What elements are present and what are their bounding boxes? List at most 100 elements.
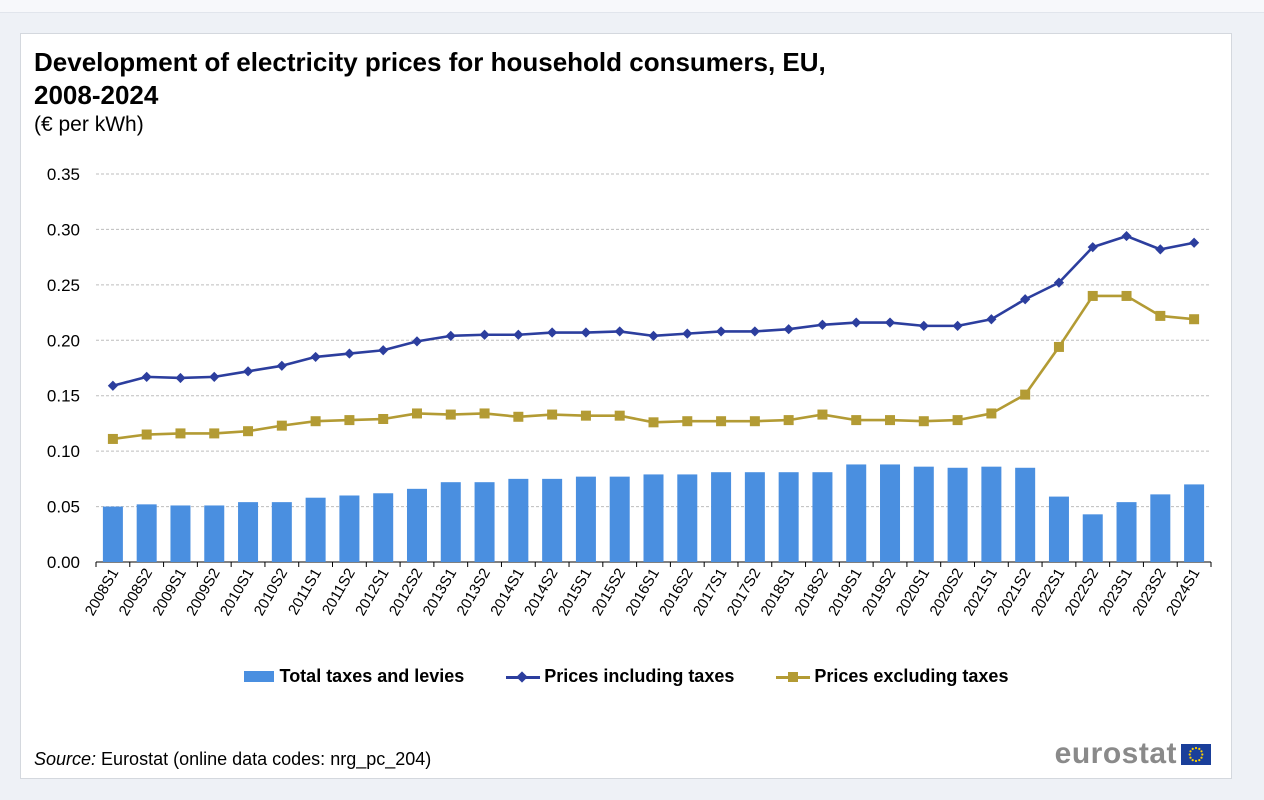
series-excl-point bbox=[276, 420, 287, 431]
series-incl-point bbox=[1155, 244, 1166, 255]
bar-taxes bbox=[508, 478, 529, 562]
bar-taxes bbox=[204, 505, 225, 562]
chart-unit: (€ per kWh) bbox=[34, 113, 144, 136]
chart-card: Development of electricity prices for ho… bbox=[20, 33, 1232, 779]
bar-taxes bbox=[373, 493, 394, 562]
bar-taxes bbox=[846, 464, 867, 562]
legend-label-taxes: Total taxes and levies bbox=[279, 666, 465, 686]
eurostat-logo: eurostat bbox=[1055, 737, 1211, 771]
bar-taxes bbox=[542, 478, 563, 562]
bar-taxes bbox=[609, 476, 630, 562]
series-incl-point bbox=[1189, 237, 1200, 248]
series-incl-point bbox=[378, 345, 389, 356]
bar-taxes bbox=[440, 482, 461, 562]
series-incl-point bbox=[175, 372, 186, 384]
bar-taxes bbox=[643, 474, 664, 562]
chart-legend: Total taxes and levies Prices including … bbox=[21, 666, 1231, 687]
series-excl-point bbox=[513, 411, 524, 422]
bar-taxes bbox=[1015, 467, 1036, 562]
series-incl-point bbox=[513, 329, 524, 340]
series-incl-point bbox=[749, 326, 760, 337]
series-excl-point bbox=[411, 408, 422, 419]
series-incl-point bbox=[276, 360, 287, 371]
series-incl-point bbox=[918, 320, 929, 331]
series-excl-point bbox=[378, 413, 389, 424]
chart-title-line2: 2008-2024 bbox=[34, 80, 159, 110]
series-incl-point bbox=[580, 327, 592, 338]
series-excl-point bbox=[547, 409, 558, 420]
eu-flag-icon bbox=[1181, 743, 1211, 765]
bar-taxes bbox=[744, 472, 765, 562]
series-excl-point bbox=[749, 416, 760, 427]
bar-taxes bbox=[880, 464, 901, 562]
series-incl-point bbox=[479, 329, 490, 340]
bar-taxes bbox=[170, 505, 191, 562]
legend-item-excl: Prices excluding taxes bbox=[776, 666, 1008, 687]
bar-taxes bbox=[1116, 502, 1137, 562]
source-text: Eurostat (online data codes: nrg_pc_204) bbox=[96, 749, 432, 769]
series-incl-point bbox=[851, 317, 862, 328]
bar-taxes bbox=[1048, 496, 1069, 562]
browser-top-strip bbox=[0, 0, 1264, 13]
bar-taxes bbox=[102, 506, 123, 562]
series-incl-point bbox=[107, 380, 118, 391]
series-incl-point bbox=[445, 330, 456, 341]
legend-label-excl: Prices excluding taxes bbox=[814, 666, 1009, 686]
y-tick-label: 0.20 bbox=[47, 331, 80, 350]
series-incl-point bbox=[411, 336, 423, 347]
source-note: Source: Eurostat (online data codes: nrg… bbox=[34, 749, 431, 770]
bar-taxes bbox=[1150, 494, 1171, 562]
series-excl-point bbox=[1053, 341, 1064, 352]
legend-swatch-bar bbox=[243, 671, 274, 682]
series-incl-point bbox=[715, 326, 727, 337]
series-excl-point bbox=[209, 428, 220, 439]
series-incl-point bbox=[986, 314, 997, 325]
y-tick-label: 0.10 bbox=[47, 442, 80, 461]
x-tick-label: 2024S1 bbox=[1163, 566, 1204, 619]
series-excl-point bbox=[1087, 290, 1098, 301]
bar-taxes bbox=[339, 495, 360, 562]
series-incl-point bbox=[344, 348, 355, 359]
series-incl-point bbox=[682, 328, 693, 339]
series-excl-point bbox=[783, 415, 794, 426]
series-excl-point bbox=[1155, 310, 1166, 321]
y-tick-label: 0.05 bbox=[47, 498, 80, 517]
series-excl-point bbox=[175, 428, 186, 439]
legend-swatch-excl bbox=[776, 670, 811, 684]
series-excl-point bbox=[580, 410, 591, 421]
bar-taxes bbox=[1082, 514, 1103, 562]
y-tick-label: 0.30 bbox=[47, 220, 80, 239]
series-excl-point bbox=[445, 409, 456, 420]
series-excl-point bbox=[1020, 389, 1031, 400]
series-excl-point bbox=[1121, 290, 1132, 301]
legend-item-incl: Prices including taxes bbox=[506, 666, 734, 687]
series-excl-point bbox=[344, 415, 355, 426]
eurostat-wordmark: eurostat bbox=[1054, 737, 1177, 770]
series-incl-point bbox=[884, 317, 896, 328]
series-incl-point bbox=[547, 327, 558, 338]
bar-taxes bbox=[913, 466, 934, 562]
series-excl-point bbox=[479, 408, 490, 419]
series-incl-point bbox=[648, 330, 659, 341]
series-excl-point bbox=[885, 415, 896, 426]
series-incl-point bbox=[1121, 230, 1132, 242]
series-excl-point bbox=[952, 415, 963, 426]
series-incl-point bbox=[209, 371, 220, 382]
series-incl-point bbox=[310, 351, 321, 363]
series-incl-point bbox=[614, 326, 625, 337]
y-tick-label: 0.15 bbox=[47, 387, 80, 406]
series-incl-point bbox=[242, 366, 254, 377]
bar-taxes bbox=[238, 502, 259, 562]
series-excl-point bbox=[107, 433, 118, 444]
series-excl-point bbox=[243, 426, 254, 437]
series-excl-point bbox=[986, 408, 997, 419]
bar-taxes bbox=[778, 472, 799, 562]
bar-taxes bbox=[812, 472, 833, 562]
bar-taxes bbox=[1184, 484, 1205, 562]
bar-taxes bbox=[271, 502, 292, 562]
series-incl-point bbox=[817, 319, 828, 330]
series-excl-point bbox=[716, 416, 727, 427]
source-label: Source: bbox=[34, 749, 97, 769]
series-excl-point bbox=[918, 416, 929, 427]
series-excl-point bbox=[682, 416, 693, 427]
